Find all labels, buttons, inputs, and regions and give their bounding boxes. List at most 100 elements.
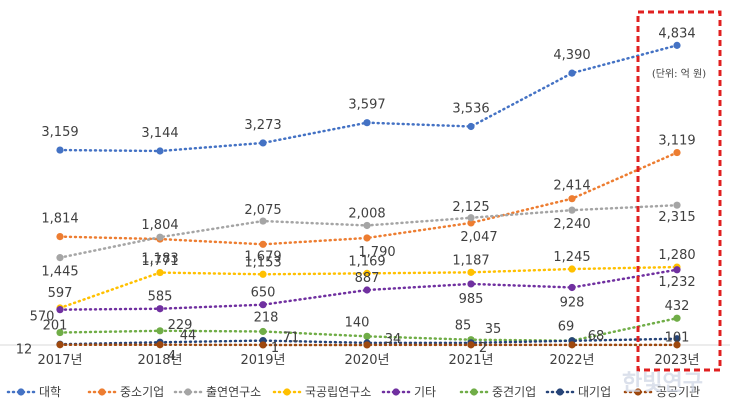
legend-swatch-dot bbox=[283, 388, 291, 396]
data-point bbox=[467, 268, 475, 276]
data-point bbox=[673, 314, 681, 322]
legend-label: 대학 bbox=[39, 385, 61, 399]
data-point bbox=[673, 266, 681, 274]
legend-item: 기타 bbox=[381, 385, 436, 399]
data-point bbox=[56, 233, 64, 241]
data-point bbox=[467, 122, 475, 131]
x-tick-label: 2017년 bbox=[37, 353, 82, 368]
data-label: 69 bbox=[558, 320, 575, 335]
data-point bbox=[56, 341, 64, 349]
data-label: 2 bbox=[479, 341, 487, 356]
data-point bbox=[156, 341, 164, 349]
legend-swatch-dot bbox=[392, 388, 400, 396]
legend-item: 대기업 bbox=[545, 385, 611, 399]
data-point bbox=[467, 341, 475, 349]
legend-label: 중견기업 bbox=[492, 385, 536, 399]
data-point bbox=[568, 195, 576, 203]
legend-label: 공공기관 bbox=[656, 385, 700, 399]
data-label: 2,240 bbox=[553, 217, 590, 232]
data-point bbox=[467, 280, 475, 288]
data-point bbox=[56, 254, 64, 262]
data-label: 1,153 bbox=[244, 255, 281, 270]
data-label: 1,169 bbox=[348, 254, 385, 269]
data-point bbox=[467, 214, 475, 222]
x-tick-label: 2020년 bbox=[344, 353, 389, 368]
data-point bbox=[568, 265, 576, 273]
data-label: 1,245 bbox=[553, 250, 590, 265]
data-label: 3,144 bbox=[141, 126, 178, 141]
data-point bbox=[673, 341, 681, 349]
data-label: 2,008 bbox=[348, 206, 385, 221]
data-point bbox=[156, 147, 164, 155]
data-label: 1,679 bbox=[244, 249, 281, 264]
data-point bbox=[259, 270, 267, 278]
x-tick-label: 2019년 bbox=[240, 353, 285, 368]
data-point bbox=[467, 219, 475, 227]
data-label: 432 bbox=[665, 299, 690, 314]
data-label: 2,315 bbox=[658, 210, 695, 225]
data-point bbox=[363, 221, 371, 230]
data-label: 985 bbox=[459, 292, 484, 307]
data-point bbox=[56, 328, 64, 337]
data-label: 1,183 bbox=[141, 252, 178, 267]
legend-label: 기타 bbox=[414, 385, 436, 399]
data-point bbox=[259, 217, 267, 225]
x-tick-label: 2023년 bbox=[654, 353, 699, 368]
data-point bbox=[363, 332, 371, 340]
data-point bbox=[259, 301, 267, 309]
data-label: 2,125 bbox=[452, 200, 489, 215]
data-label: 928 bbox=[560, 295, 585, 310]
legend-label: 중소기업 bbox=[120, 385, 164, 399]
data-point bbox=[568, 341, 576, 349]
data-label: 3,273 bbox=[244, 118, 281, 133]
legend-swatch-dot bbox=[184, 388, 192, 396]
data-label: 1,771 bbox=[141, 254, 178, 269]
series-lines bbox=[56, 41, 681, 349]
data-label: 2,414 bbox=[553, 179, 590, 194]
legend-swatch-dot bbox=[17, 388, 25, 396]
legend-item: 공공기관 bbox=[623, 385, 700, 399]
legend-item: 대학 bbox=[6, 385, 61, 399]
data-label: 4,834 bbox=[658, 26, 695, 41]
data-point bbox=[156, 233, 164, 241]
legend: 대학 중소기업 출연연구소 국공립연구소 기타 중견기업 대기업 공공기관 bbox=[6, 385, 700, 399]
data-point bbox=[673, 201, 681, 209]
data-label: 4,390 bbox=[553, 48, 590, 63]
legend-item: 중견기업 bbox=[459, 385, 536, 399]
data-label: 1,232 bbox=[658, 275, 695, 290]
data-label: 2,047 bbox=[460, 230, 497, 245]
data-label: 3,119 bbox=[658, 134, 695, 149]
legend-swatch-dot bbox=[98, 388, 106, 396]
data-point bbox=[363, 234, 371, 242]
data-label: 12 bbox=[16, 342, 33, 357]
legend-label: 출연연구소 bbox=[206, 385, 261, 399]
data-label: 35 bbox=[485, 322, 502, 337]
data-label: 1,814 bbox=[41, 212, 78, 227]
data-label: 4 bbox=[168, 349, 176, 364]
data-label: 1,187 bbox=[452, 253, 489, 268]
legend-swatch-dot bbox=[470, 388, 478, 396]
data-point bbox=[363, 269, 371, 277]
data-label: 68 bbox=[588, 329, 605, 344]
x-tick-label: 2018년 bbox=[137, 353, 182, 368]
data-point bbox=[56, 306, 64, 314]
highlight-box bbox=[636, 10, 722, 372]
data-point bbox=[259, 327, 267, 336]
data-label: 3,536 bbox=[452, 102, 489, 117]
legend-item: 중소기업 bbox=[87, 385, 164, 399]
data-label: 218 bbox=[254, 310, 279, 325]
data-label: 1,280 bbox=[658, 248, 695, 263]
legend-swatch-dot bbox=[634, 388, 642, 396]
x-tick-label: 2022년 bbox=[549, 353, 594, 368]
data-point bbox=[156, 268, 164, 277]
data-point bbox=[259, 341, 267, 349]
data-label: 1,804 bbox=[141, 218, 178, 233]
data-point bbox=[156, 305, 164, 313]
data-point bbox=[673, 41, 681, 49]
data-point bbox=[259, 139, 267, 147]
data-point bbox=[363, 286, 371, 294]
x-tick-label: 2021년 bbox=[448, 353, 493, 368]
data-label: 3,159 bbox=[41, 125, 78, 140]
data-label: 140 bbox=[345, 315, 370, 330]
